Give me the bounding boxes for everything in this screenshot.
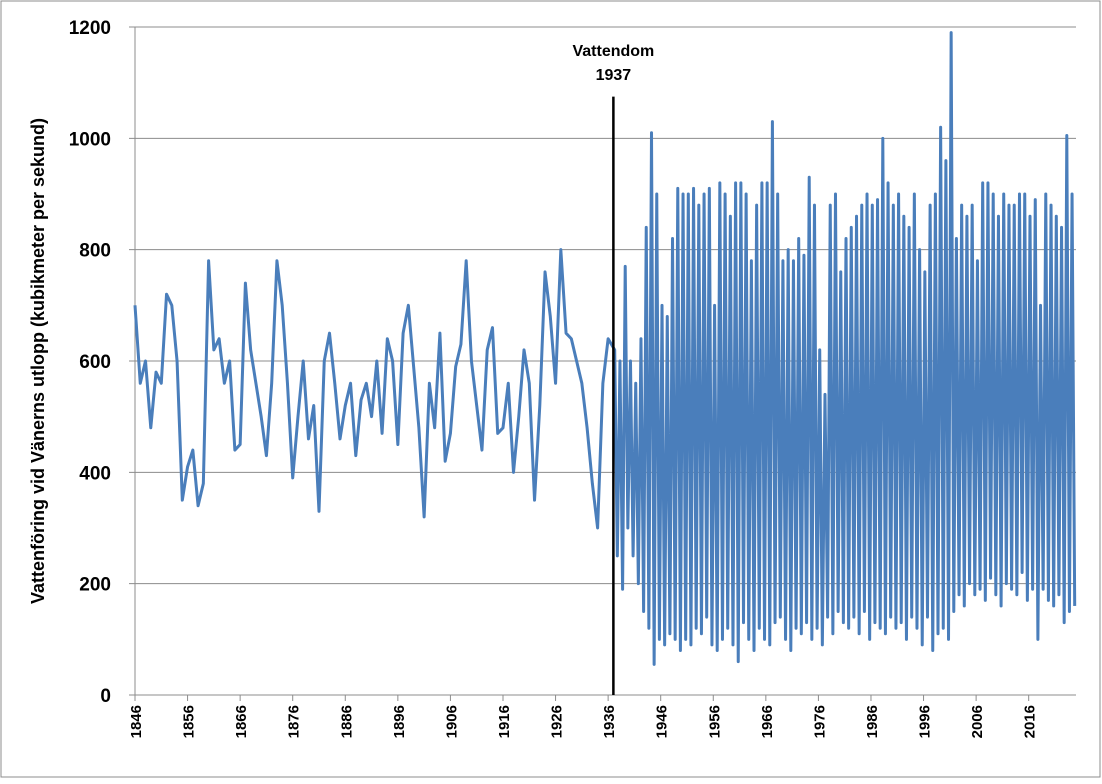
x-tick-label: 1946 xyxy=(654,705,671,738)
y-tick-label: 400 xyxy=(79,463,111,484)
x-tick-label: 1926 xyxy=(549,705,566,738)
x-tick-label: 1966 xyxy=(759,705,776,738)
y-tick-label: 800 xyxy=(79,241,111,262)
annotation-text: 1937 xyxy=(596,67,632,84)
y-tick-label: 1000 xyxy=(69,129,111,150)
y-tick-label: 0 xyxy=(100,686,111,707)
y-tick-label: 1200 xyxy=(69,18,111,39)
x-tick-label: 1956 xyxy=(706,705,723,738)
x-tick-label: 1856 xyxy=(181,705,198,738)
x-tick-label: 1866 xyxy=(233,705,250,738)
x-tick-label: 1976 xyxy=(811,705,828,738)
x-tick-label: 1876 xyxy=(286,705,303,738)
x-tick-label: 2016 xyxy=(1022,705,1039,738)
x-tick-label: 1996 xyxy=(917,705,934,738)
x-tick-label: 2006 xyxy=(969,705,986,738)
x-tick-label: 1916 xyxy=(496,705,513,738)
x-tick-label: 1986 xyxy=(864,705,881,738)
x-tick-label: 1896 xyxy=(391,705,408,738)
y-tick-label: 200 xyxy=(79,575,111,596)
y-axis-label: Vattenföring vid Vänerns utlopp (kubikme… xyxy=(28,118,48,604)
data-line xyxy=(133,31,1077,666)
x-tick-label: 1936 xyxy=(601,705,618,738)
y-tick-label: 600 xyxy=(79,352,111,373)
x-tick-label: 1846 xyxy=(128,705,145,738)
annotation-text: Vattendom xyxy=(572,43,654,60)
x-tick-label: 1906 xyxy=(443,705,460,738)
x-tick-label: 1886 xyxy=(338,705,355,738)
